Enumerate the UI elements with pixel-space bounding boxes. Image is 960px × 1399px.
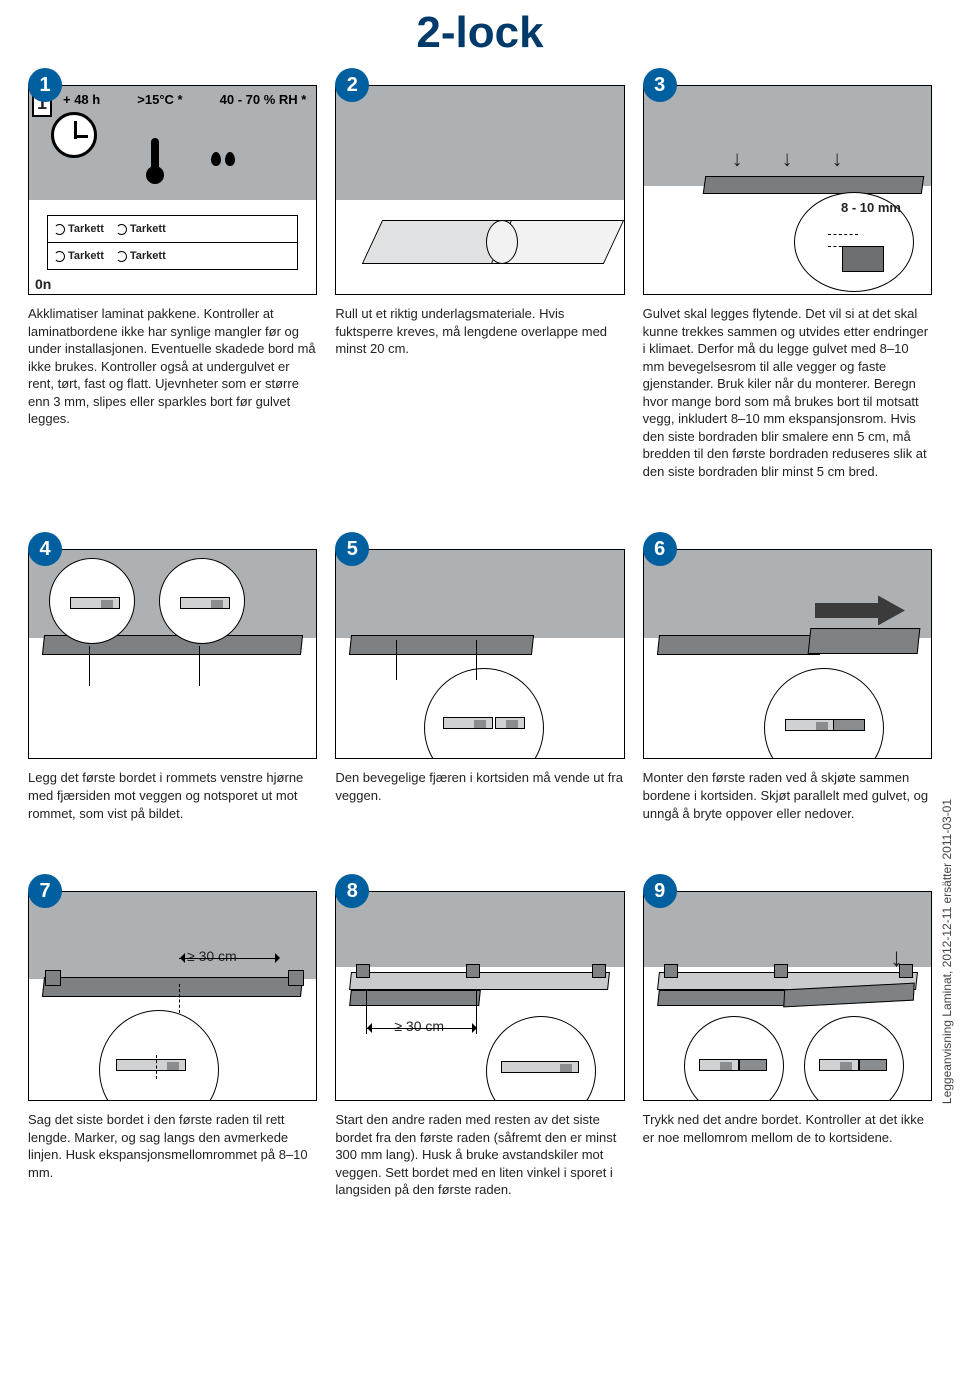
spacer-icon xyxy=(899,964,913,978)
zero-n-label: 0n xyxy=(35,276,51,292)
step-7: 7 ≥ 30 cm Sag det siste bordet i den før… xyxy=(28,874,317,1199)
step-8: 8 ≥ 30 cm 1 Start den andre raden me xyxy=(335,874,624,1199)
step-badge: 1 xyxy=(28,68,62,102)
conditions-row: + 48 h >15°C * 40 - 70 % RH * xyxy=(63,92,306,107)
step-6: 6 Monter den første raden ved å skjøte s… xyxy=(643,532,932,822)
temp-label: >15°C * xyxy=(137,92,182,107)
step-6-illustration xyxy=(643,549,932,759)
step-caption: Sag det siste bordet i den første raden … xyxy=(28,1111,317,1181)
plank-row-2 xyxy=(657,990,789,1006)
step-9-illustration: ↓ 2 3 xyxy=(643,891,932,1101)
step-caption: Gulvet skal legges flytende. Det vil si … xyxy=(643,305,932,480)
step-badge: 6 xyxy=(643,532,677,566)
step-caption: Start den andre raden med resten av det … xyxy=(335,1111,624,1199)
package-stack: Tarkett Tarkett Tarkett Tarkett xyxy=(47,215,298,270)
plank xyxy=(808,628,921,654)
time-label: + 48 h xyxy=(63,92,100,107)
plank xyxy=(702,176,924,194)
detail-circle xyxy=(99,1010,219,1101)
brand-label: Tarkett xyxy=(68,223,104,235)
spacer-icon xyxy=(774,964,788,978)
detail-circle xyxy=(684,1016,784,1101)
step-5-illustration xyxy=(335,549,624,759)
detail-circle xyxy=(424,668,544,759)
step-1: 1 1 + 48 h >15°C * 40 - 70 % RH * Tarket… xyxy=(28,68,317,480)
spacer-icon xyxy=(356,964,370,978)
step-caption: Rull ut et riktig underlagsmateriale. Hv… xyxy=(335,305,624,358)
brand-label: Tarkett xyxy=(130,250,166,262)
step-3: 3 ↓ ↓ ↓ 8 - 10 mm Gulvet skal legges fly… xyxy=(643,68,932,480)
humidity-icon xyxy=(209,152,237,171)
spacer-block xyxy=(842,246,884,272)
spacer-icon xyxy=(466,964,480,978)
steps-grid: 1 1 + 48 h >15°C * 40 - 70 % RH * Tarket… xyxy=(28,68,932,1199)
spacer-icon xyxy=(288,970,304,986)
page: 2-lock 1 1 + 48 h >15°C * 40 - 70 % RH *… xyxy=(0,0,960,1239)
detail-circle xyxy=(159,558,245,644)
step-4-illustration xyxy=(28,549,317,759)
detail-circle xyxy=(804,1016,904,1101)
thermometer-icon xyxy=(151,138,159,174)
clock-icon xyxy=(51,112,97,158)
arrow-icon: ↓ xyxy=(832,146,843,172)
step-badge: 7 xyxy=(28,874,62,908)
side-note: Leggeanvisning Laminat, 2012-12-11 ersät… xyxy=(940,799,954,1104)
distance-label: ≥ 30 cm xyxy=(394,1018,444,1034)
step-badge: 9 xyxy=(643,874,677,908)
brand-label: Tarkett xyxy=(130,223,166,235)
step-1-illustration: 1 + 48 h >15°C * 40 - 70 % RH * Tarkett … xyxy=(28,85,317,295)
plank xyxy=(657,635,822,655)
step-caption: Legg det første bordet i rommets venstre… xyxy=(28,769,317,822)
plank xyxy=(349,635,534,655)
step-5: 5 Den bevegelige fjæren i kortsiden må v… xyxy=(335,532,624,822)
step-2: 2 Rull ut et riktig underlagsmateriale. … xyxy=(335,68,624,480)
spacer-icon xyxy=(664,964,678,978)
step-3-illustration: ↓ ↓ ↓ 8 - 10 mm xyxy=(643,85,932,295)
detail-circle xyxy=(764,668,884,759)
spacer-icon xyxy=(45,970,61,986)
distance-label: ≥ 30 cm xyxy=(187,948,237,964)
arrow-icon: ↓ xyxy=(782,146,793,172)
brand-label: Tarkett xyxy=(68,250,104,262)
detail-circle xyxy=(49,558,135,644)
step-7-illustration: ≥ 30 cm xyxy=(28,891,317,1101)
package-box: Tarkett Tarkett xyxy=(47,215,298,243)
step-2-illustration xyxy=(335,85,624,295)
step-caption: Trykk ned det andre bordet. Kontroller a… xyxy=(643,1111,932,1146)
spacer-icon xyxy=(592,964,606,978)
detail-circle xyxy=(486,1016,596,1101)
plank-row-2 xyxy=(349,990,481,1006)
arrow-icon: ↓ xyxy=(732,146,743,172)
step-caption: Monter den første raden ved å skjøte sam… xyxy=(643,769,932,822)
underlay-roll xyxy=(372,220,502,264)
step-badge: 3 xyxy=(643,68,677,102)
plank xyxy=(42,977,303,997)
page-title: 2-lock xyxy=(28,0,932,68)
rh-label: 40 - 70 % RH * xyxy=(220,92,307,107)
package-box: Tarkett Tarkett xyxy=(47,242,298,270)
gap-label: 8 - 10 mm xyxy=(811,200,931,215)
step-4: 4 Legg det første bordet i rommets venst… xyxy=(28,532,317,822)
step-caption: Den bevegelige fjæren i kortsiden må ven… xyxy=(335,769,624,804)
step-8-illustration: ≥ 30 cm 1 xyxy=(335,891,624,1101)
step-9: 9 ↓ 2 3 Trykk xyxy=(643,874,932,1199)
step-caption: Akklimatiser laminat pakkene. Kontroller… xyxy=(28,305,317,428)
